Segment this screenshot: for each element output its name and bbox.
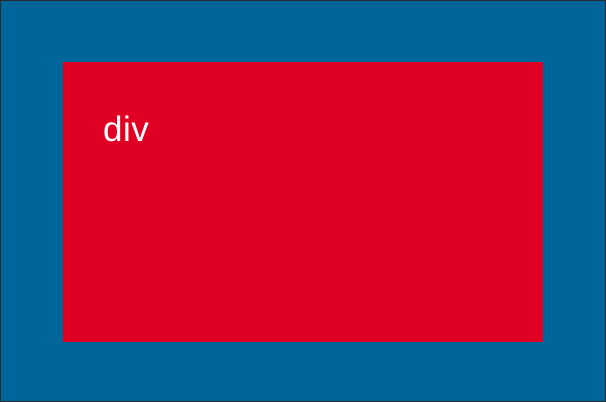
div-label: div <box>103 110 150 149</box>
inner-div-box: div <box>63 62 543 342</box>
